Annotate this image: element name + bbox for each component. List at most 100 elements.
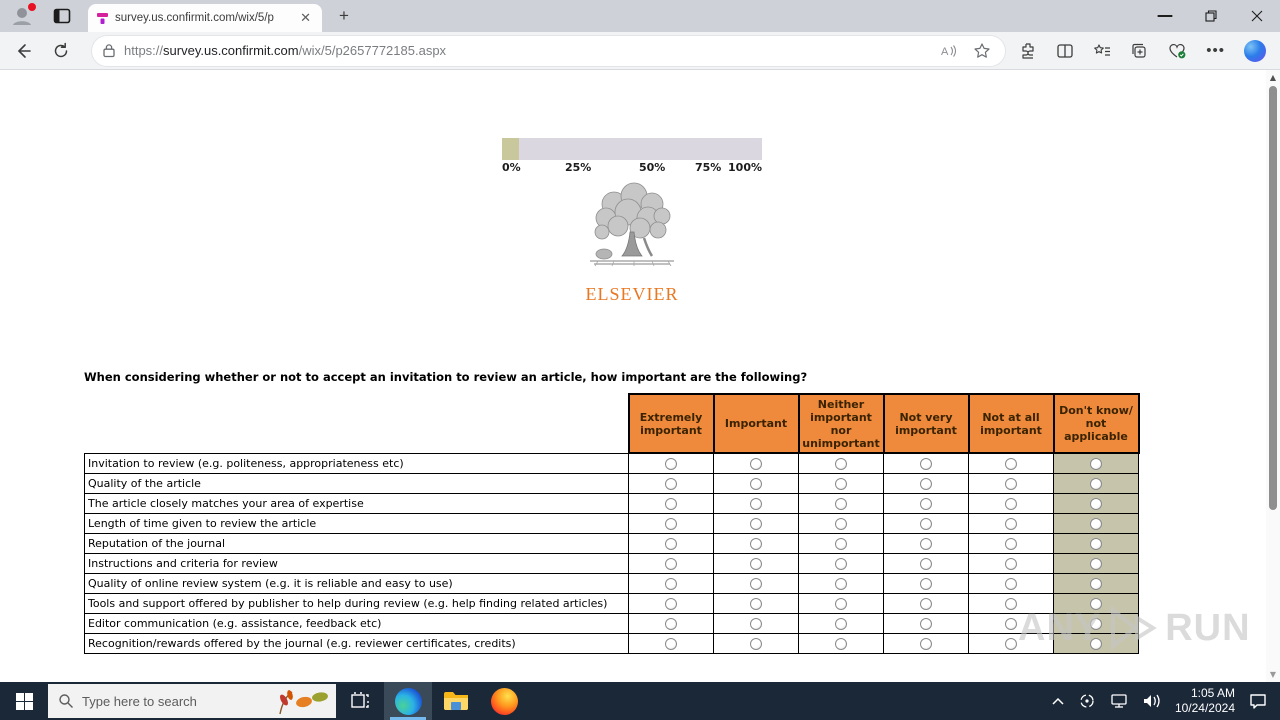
radio-button[interactable] (1090, 577, 1102, 590)
collections-icon[interactable] (1093, 42, 1111, 60)
profile-avatar[interactable] (10, 3, 36, 28)
radio-button[interactable] (665, 617, 677, 630)
back-button[interactable] (8, 36, 38, 66)
workspaces-icon[interactable] (52, 6, 72, 26)
radio-button[interactable] (1090, 637, 1102, 650)
radio-button[interactable] (750, 537, 762, 550)
radio-button[interactable] (920, 497, 932, 510)
radio-button[interactable] (920, 477, 932, 490)
radio-button[interactable] (835, 457, 847, 470)
radio-button[interactable] (835, 637, 847, 650)
radio-button[interactable] (1090, 517, 1102, 530)
radio-button[interactable] (1005, 597, 1017, 610)
radio-button[interactable] (920, 557, 932, 570)
task-view-button[interactable] (336, 682, 384, 720)
radio-button[interactable] (835, 477, 847, 490)
row-label: Tools and support offered by publisher t… (84, 592, 629, 614)
tray-chevron-icon[interactable] (1051, 696, 1065, 706)
vertical-scrollbar[interactable]: ▲ ▼ (1266, 70, 1280, 682)
radio-button[interactable] (835, 537, 847, 550)
radio-button[interactable] (835, 497, 847, 510)
radio-button[interactable] (1090, 497, 1102, 510)
seasonal-leaves-icon (279, 690, 328, 715)
radio-button[interactable] (750, 597, 762, 610)
favorite-star-icon[interactable] (973, 42, 991, 60)
browser-essentials-icon[interactable] (1167, 42, 1187, 60)
radio-button[interactable] (835, 597, 847, 610)
table-row: Recognition/rewards offered by the journ… (84, 632, 1139, 654)
radio-button[interactable] (750, 477, 762, 490)
radio-button[interactable] (750, 557, 762, 570)
taskbar-clock[interactable]: 1:05 AM 10/24/2024 (1175, 686, 1235, 716)
taskbar-firefox-button[interactable] (480, 682, 528, 720)
taskbar-explorer-button[interactable] (432, 682, 480, 720)
radio-button[interactable] (1005, 517, 1017, 530)
radio-button[interactable] (835, 577, 847, 590)
radio-button[interactable] (1090, 457, 1102, 470)
radio-button[interactable] (1005, 617, 1017, 630)
scroll-down-icon[interactable]: ▼ (1269, 670, 1277, 679)
radio-button[interactable] (920, 537, 932, 550)
radio-button[interactable] (665, 637, 677, 650)
radio-button[interactable] (750, 517, 762, 530)
radio-button[interactable] (665, 577, 677, 590)
scrollbar-thumb[interactable] (1269, 86, 1277, 510)
radio-button[interactable] (750, 497, 762, 510)
radio-button[interactable] (665, 517, 677, 530)
radio-button[interactable] (665, 597, 677, 610)
radio-button[interactable] (1005, 457, 1017, 470)
radio-button[interactable] (1005, 557, 1017, 570)
radio-button[interactable] (920, 517, 932, 530)
radio-button[interactable] (665, 457, 677, 470)
minimize-button[interactable] (1142, 0, 1188, 32)
network-icon[interactable] (1109, 693, 1129, 709)
radio-button[interactable] (1090, 597, 1102, 610)
read-aloud-icon[interactable]: A (939, 42, 957, 60)
tray-agent-icon[interactable] (1078, 692, 1096, 710)
split-screen-icon[interactable] (1056, 42, 1074, 60)
radio-button[interactable] (920, 577, 932, 590)
task-view-icon (351, 692, 369, 708)
radio-button[interactable] (835, 557, 847, 570)
start-button[interactable] (0, 682, 48, 720)
new-tab-button[interactable]: + (339, 6, 349, 25)
volume-icon[interactable] (1142, 693, 1162, 709)
browser-tab[interactable]: survey.us.confirmit.com/wix/5/p ✕ (88, 4, 322, 32)
taskbar-search[interactable]: Type here to search (48, 684, 336, 718)
radio-button[interactable] (835, 517, 847, 530)
radio-button[interactable] (1005, 497, 1017, 510)
restore-button[interactable] (1188, 0, 1234, 32)
radio-button[interactable] (1005, 537, 1017, 550)
radio-button[interactable] (1090, 617, 1102, 630)
radio-button[interactable] (665, 477, 677, 490)
radio-button[interactable] (920, 637, 932, 650)
radio-button[interactable] (920, 597, 932, 610)
radio-button[interactable] (920, 617, 932, 630)
radio-button[interactable] (920, 457, 932, 470)
close-button[interactable] (1234, 0, 1280, 32)
radio-button[interactable] (1005, 577, 1017, 590)
copilot-icon[interactable] (1244, 39, 1266, 62)
radio-button[interactable] (665, 497, 677, 510)
tab-actions-icon[interactable] (1130, 42, 1148, 60)
radio-button[interactable] (750, 577, 762, 590)
tab-close-icon[interactable]: ✕ (300, 10, 311, 25)
extensions-icon[interactable] (1019, 42, 1037, 60)
radio-button[interactable] (1005, 477, 1017, 490)
radio-button[interactable] (1090, 537, 1102, 550)
address-bar[interactable]: https://survey.us.confirmit.com/wix/5/p2… (92, 35, 1006, 66)
radio-button[interactable] (750, 457, 762, 470)
taskbar-edge-button[interactable] (384, 682, 432, 720)
radio-button[interactable] (665, 557, 677, 570)
scroll-up-icon[interactable]: ▲ (1269, 73, 1277, 82)
radio-button[interactable] (750, 617, 762, 630)
radio-button[interactable] (750, 637, 762, 650)
radio-button[interactable] (1090, 477, 1102, 490)
settings-menu-icon[interactable]: ••• (1206, 42, 1225, 59)
radio-button[interactable] (665, 537, 677, 550)
radio-button[interactable] (835, 617, 847, 630)
radio-button[interactable] (1090, 557, 1102, 570)
action-center-icon[interactable] (1248, 692, 1268, 710)
radio-button[interactable] (1005, 637, 1017, 650)
refresh-button[interactable] (46, 36, 76, 66)
